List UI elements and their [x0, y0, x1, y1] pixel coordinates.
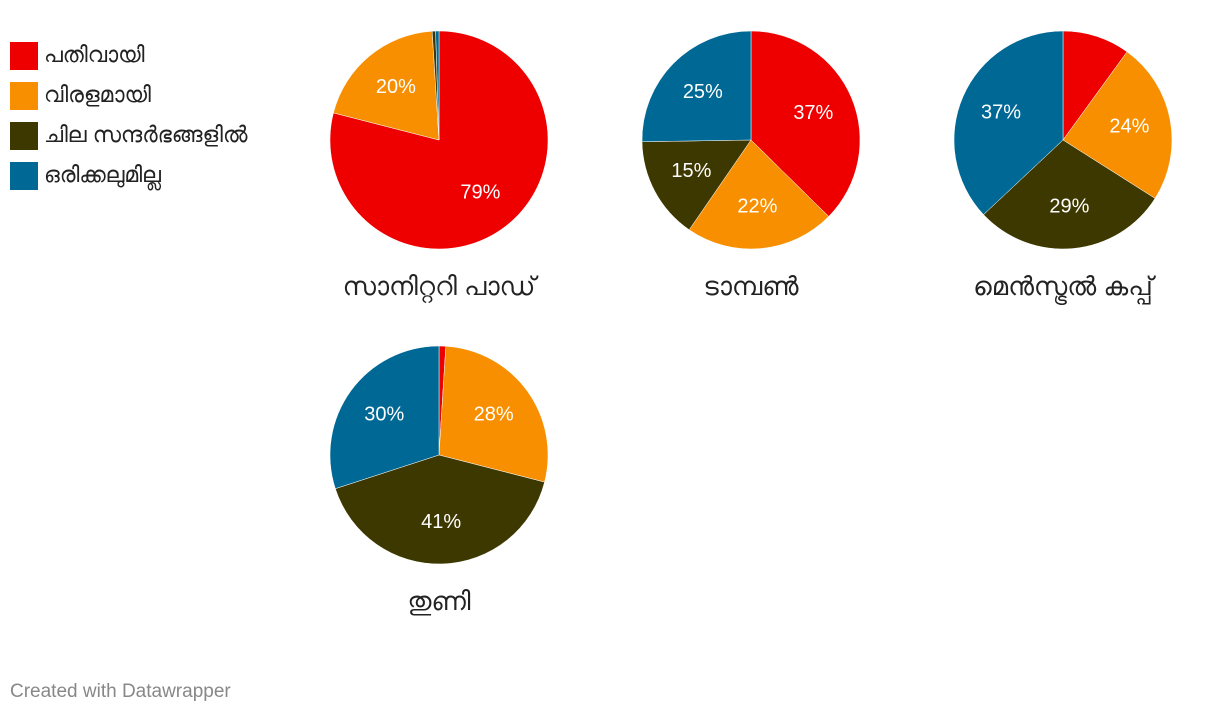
pie-slice	[435, 30, 440, 141]
slice-label: 41%	[421, 511, 461, 533]
pie-slice	[750, 30, 861, 217]
slice-label: 37%	[793, 102, 833, 124]
pie-title: തുണി	[408, 586, 471, 616]
slice-label: 25%	[683, 81, 723, 103]
legend-swatch	[10, 42, 38, 70]
legend-swatch	[10, 122, 38, 150]
pie-slice	[641, 139, 752, 231]
pie-slice	[329, 345, 440, 489]
pie-slice	[983, 139, 1156, 250]
footer: Created with Datawrapper	[10, 681, 231, 702]
slice-label: 79%	[460, 182, 500, 204]
slice-label: 22%	[737, 196, 777, 218]
pie-slice	[335, 454, 545, 565]
pie-slice	[333, 30, 440, 141]
pie-slice	[438, 345, 549, 483]
legend-swatch	[10, 162, 38, 190]
pie-slice	[688, 139, 830, 250]
legend-label: പതിവായി	[44, 42, 145, 67]
slice-label: 29%	[1049, 196, 1089, 218]
slice-label: 20%	[376, 76, 416, 98]
pie-title: ടാമ്പൺ	[703, 271, 799, 301]
slice-label: 28%	[474, 404, 514, 426]
pie-slice	[641, 30, 752, 142]
slice-label: 30%	[364, 404, 404, 426]
slice-label: 24%	[1109, 116, 1149, 138]
legend-label: വിരളമായി	[44, 82, 151, 107]
legend-label: ചില സന്ദർഭങ്ങളിൽ	[44, 122, 248, 147]
pie-title: മെൻസ്ട്രൽ കപ്പ്	[973, 271, 1156, 305]
legend-swatch	[10, 82, 38, 110]
pie-slice	[1062, 51, 1173, 199]
slice-label: 15%	[671, 160, 711, 182]
slice-label: 37%	[981, 101, 1021, 123]
pie-title: സാനിറ്ററി പാഡ്	[343, 271, 540, 303]
pie-slice	[953, 30, 1064, 215]
legend-label: ഒരിക്കലുമില്ല	[44, 162, 161, 191]
